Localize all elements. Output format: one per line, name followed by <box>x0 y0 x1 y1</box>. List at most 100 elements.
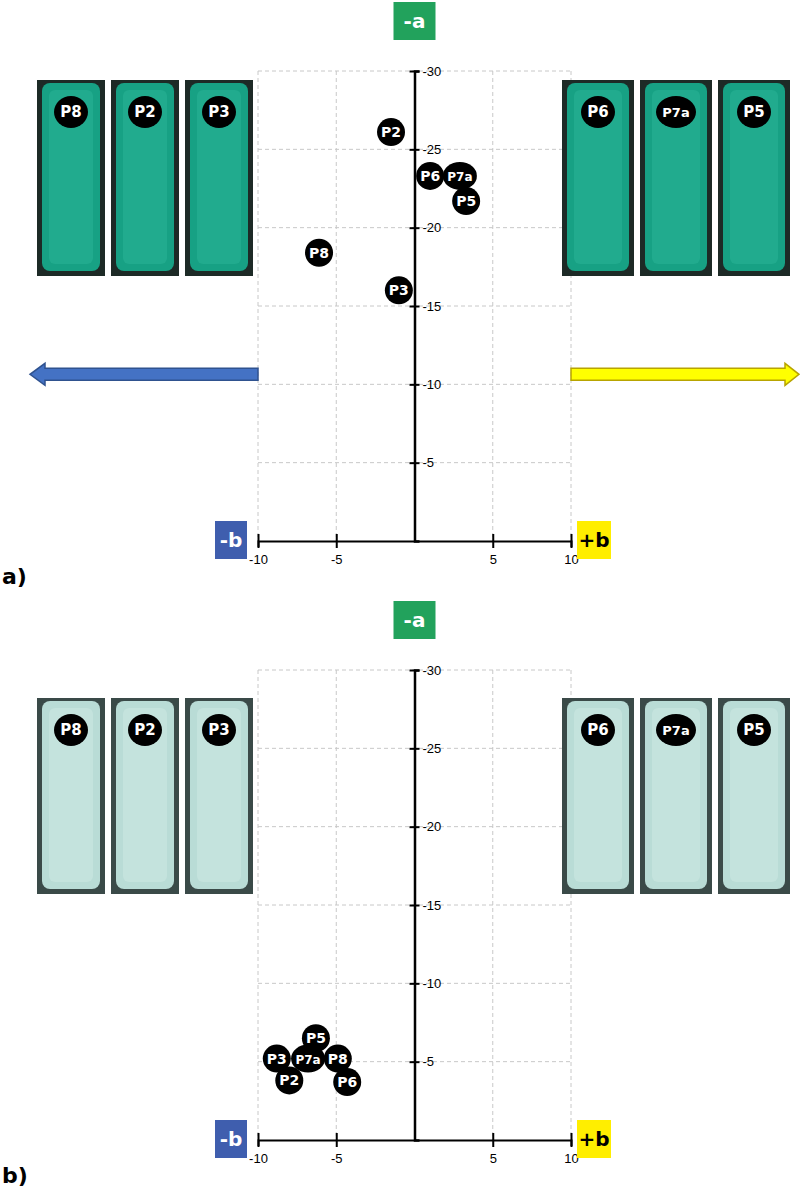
point-label: P3 <box>267 1051 287 1067</box>
point <box>305 239 333 267</box>
axis-label: -a <box>404 608 426 632</box>
tick-label: -5 <box>423 455 435 470</box>
tick: -5 <box>410 1054 435 1069</box>
tick: -10 <box>410 976 442 991</box>
grid-line <box>258 462 571 463</box>
grid-line <box>258 748 571 749</box>
photo-highlight <box>197 708 241 882</box>
point-label: P7a <box>295 1053 320 1067</box>
tick-label: -10 <box>423 976 442 991</box>
tick-mark <box>410 227 420 229</box>
photo-vial <box>190 701 248 889</box>
photo-highlight <box>730 708 778 882</box>
photo-frame <box>111 80 179 276</box>
tick: 10 <box>564 534 578 567</box>
photo-highlight <box>730 90 778 264</box>
y-axis: -30-25-20-15-10-5 <box>410 663 442 1141</box>
point <box>385 276 413 304</box>
panel-label: a) <box>2 564 27 589</box>
axis-label: +b <box>578 1127 609 1151</box>
photo: P3 <box>185 698 253 894</box>
photo-badge <box>656 714 696 746</box>
photo-frame <box>185 698 253 894</box>
grid-line <box>258 71 571 72</box>
axis-label-box <box>577 1120 611 1158</box>
point-labels: P5P3P7aP8P2P6 <box>267 1030 357 1090</box>
photo-badge <box>202 96 236 128</box>
photo-label: P5 <box>743 721 764 739</box>
photo-label: P7a <box>662 105 689 120</box>
photo-frame <box>562 698 634 894</box>
tick-mark <box>571 534 573 548</box>
point-label: P2 <box>381 124 401 140</box>
tick: -5 <box>331 534 343 567</box>
photo-badge <box>737 96 771 128</box>
point <box>443 162 477 190</box>
photo-frame <box>640 80 712 276</box>
photo-vial <box>42 83 100 271</box>
tick-mark <box>410 384 420 386</box>
photo-frame <box>37 698 105 894</box>
photo-badge <box>581 96 615 128</box>
photo-highlight <box>123 708 167 882</box>
photo-frame <box>37 80 105 276</box>
photo-label: P8 <box>60 721 81 739</box>
tick-label: -30 <box>423 663 442 678</box>
point-label: P7a <box>447 170 472 184</box>
photo: P5 <box>718 698 790 894</box>
point <box>275 1066 303 1094</box>
grid-line <box>258 670 571 671</box>
photo-highlight <box>49 708 93 882</box>
tick-mark <box>410 1061 420 1063</box>
point-label: P5 <box>456 193 476 209</box>
grid-line <box>258 149 571 150</box>
tick-label: 10 <box>564 552 578 567</box>
tick: 10 <box>564 1133 578 1166</box>
tick: -15 <box>410 898 442 913</box>
tick-label: 10 <box>564 1151 578 1166</box>
tick: -5 <box>331 1133 343 1166</box>
axis-label: -b <box>220 1127 243 1151</box>
photo-badge <box>202 714 236 746</box>
photo-vial <box>567 701 629 889</box>
tick-label: -5 <box>331 552 343 567</box>
photo-label: P5 <box>743 103 764 121</box>
point <box>333 1068 361 1096</box>
tick-mark <box>258 1133 260 1147</box>
photo-vial <box>645 701 707 889</box>
axis-label-box <box>215 521 247 559</box>
photo-vial <box>116 701 174 889</box>
grid-line <box>258 306 571 307</box>
point <box>452 187 480 215</box>
axis-label-box <box>394 2 436 40</box>
photo: P2 <box>111 698 179 894</box>
photo-frame <box>185 80 253 276</box>
figure: -10-5510-30-25-20-15-10-5-a-b+ba)P8P2P3P… <box>0 0 801 1191</box>
photo-frame <box>111 698 179 894</box>
photo: P2 <box>111 80 179 276</box>
axis-label: +b <box>578 528 609 552</box>
tick-label: -15 <box>423 299 442 314</box>
tick-label: -25 <box>423 142 442 157</box>
photo-highlight <box>49 90 93 264</box>
axis-label: -b <box>220 528 243 552</box>
tick: -30 <box>410 64 442 79</box>
tick: -15 <box>410 299 442 314</box>
grid <box>258 71 571 541</box>
tick-mark <box>336 534 338 548</box>
photo-highlight <box>574 90 622 264</box>
photo: P6 <box>562 80 634 276</box>
photo-label: P6 <box>587 721 608 739</box>
panel-label: b) <box>2 1163 28 1188</box>
tick: -5 <box>410 455 435 470</box>
tick-mark <box>410 462 420 464</box>
photo-highlight <box>652 708 700 882</box>
photo-highlight <box>574 708 622 882</box>
tick-label: -30 <box>423 64 442 79</box>
tick-mark <box>410 306 420 308</box>
photo-badge <box>128 714 162 746</box>
tick-label: -5 <box>331 1151 343 1166</box>
tick-mark <box>492 534 494 548</box>
point-label: P2 <box>279 1072 299 1088</box>
tick-mark <box>410 149 420 151</box>
